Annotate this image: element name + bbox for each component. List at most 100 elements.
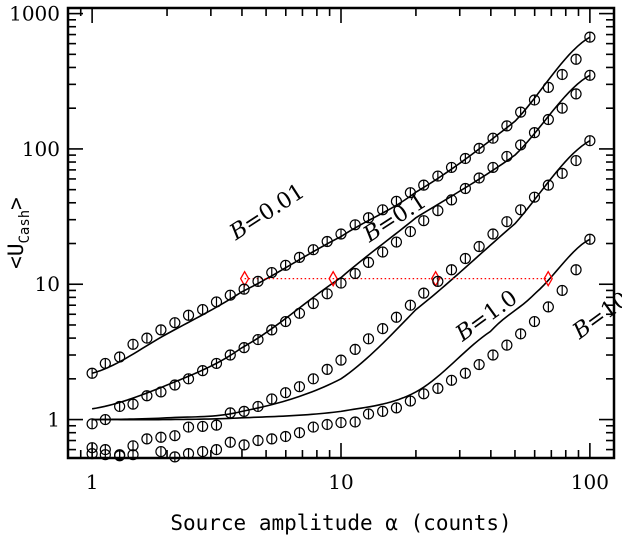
y-axis-label-sub: Cash: [17, 210, 33, 244]
data-point: [335, 228, 347, 240]
data-point: [182, 448, 195, 460]
data-point: [182, 421, 195, 433]
data-point: [335, 277, 347, 289]
data-point: [210, 419, 223, 431]
data-point: [182, 309, 195, 321]
data-point: [210, 443, 223, 456]
y-axis-label: <UCash>: [4, 197, 33, 269]
data-point: [432, 275, 444, 287]
data-point: [515, 106, 527, 118]
data-point: [390, 195, 403, 207]
data-point: [515, 139, 527, 151]
data-point: [141, 390, 153, 402]
data-point: [349, 219, 361, 231]
curve-label-value: =1.0: [465, 286, 523, 338]
axis-minor-ticks: [67, 8, 614, 458]
data-point: [266, 433, 278, 445]
data-point: [362, 212, 375, 224]
data-point: [528, 94, 541, 106]
data-point: [432, 382, 444, 394]
data-point: [307, 244, 319, 256]
model-curve: [91, 36, 591, 374]
data-point: [570, 53, 582, 65]
data-point: [501, 120, 513, 132]
data-point: [501, 150, 513, 163]
data-point: [127, 398, 139, 410]
data-point: [390, 311, 403, 323]
data-point: [556, 167, 568, 179]
curve-label: B=0.1: [358, 189, 431, 248]
data-point: [570, 88, 582, 100]
data-point: [542, 301, 554, 313]
data-point: [487, 161, 499, 174]
data-point: [515, 328, 527, 340]
data-point: [404, 225, 416, 238]
model-curve: [92, 238, 591, 421]
curve-label-value: =0.01: [239, 179, 309, 237]
data-point: [459, 152, 471, 165]
data-point: [377, 405, 389, 417]
data-point: [114, 351, 126, 363]
data-point: [459, 367, 471, 379]
data-point: [349, 343, 361, 356]
data-point: [307, 297, 319, 310]
data-point: [197, 303, 209, 316]
data-point: [542, 179, 554, 191]
data-point: [584, 135, 596, 147]
data-point: [432, 205, 444, 217]
data-point: [377, 246, 389, 258]
data-point: [335, 416, 347, 429]
data-points: [86, 31, 596, 463]
data-point: [487, 349, 499, 361]
data-point: [224, 436, 236, 448]
data-point: [473, 142, 485, 154]
data-point: [473, 172, 485, 184]
data-point: [224, 289, 236, 301]
data-point: [307, 421, 319, 433]
data-point: [293, 251, 306, 263]
data-point: [542, 81, 554, 93]
data-point: [197, 365, 209, 377]
threshold-line: [239, 270, 553, 287]
data-point: [114, 400, 126, 413]
data-point: [99, 449, 111, 461]
data-point: [293, 307, 306, 319]
data-point: [252, 275, 264, 287]
curve-label-value: =0.1: [373, 189, 431, 239]
data-point: [542, 113, 554, 126]
data-point: [404, 187, 416, 199]
data-point: [528, 191, 541, 203]
data-point: [266, 393, 278, 405]
x-tick-label: 100: [571, 470, 609, 494]
data-point: [418, 179, 430, 191]
data-point: [210, 357, 223, 370]
data-point: [321, 235, 333, 248]
data-point: [556, 68, 568, 81]
y-axis-label-main: <U: [4, 244, 28, 269]
data-point: [390, 402, 403, 414]
data-point: [570, 264, 582, 276]
data-point: [487, 228, 499, 240]
data-point: [418, 388, 430, 400]
y-tick-label: 10: [35, 272, 60, 296]
data-point: [445, 161, 458, 174]
x-axis-label: Source amplitude α (counts): [170, 511, 511, 535]
data-point: [501, 339, 513, 351]
data-point: [280, 259, 292, 271]
data-point: [169, 317, 181, 329]
data-point: [584, 69, 596, 81]
data-point: [349, 416, 361, 428]
data-point: [404, 299, 416, 311]
data-point: [99, 357, 111, 370]
data-point: [238, 405, 250, 417]
threshold-diamond-marker: [328, 270, 338, 287]
data-point: [528, 127, 541, 139]
y-axis-label-end: >: [4, 197, 28, 210]
y-tick-label: 1000: [9, 2, 60, 26]
data-point: [362, 256, 375, 269]
x-tick-label: 10: [328, 470, 353, 494]
data-point: [169, 379, 181, 391]
model-curve: [92, 140, 591, 421]
data-point: [390, 236, 403, 248]
